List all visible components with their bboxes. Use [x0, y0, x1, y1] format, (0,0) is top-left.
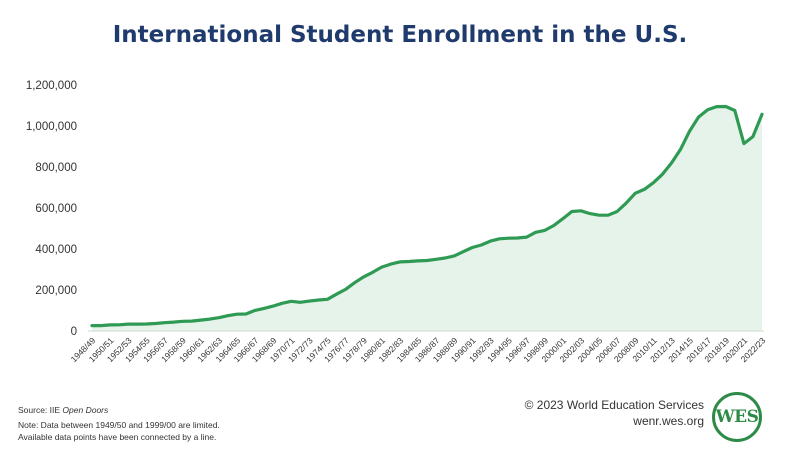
- copyright-text: © 2023 World Education Services: [524, 398, 704, 412]
- y-tick-label: 200,000: [35, 285, 77, 297]
- note-line-2: Available data points have been connecte…: [18, 432, 217, 442]
- area-chart: 0 200,000 400,000 600,000 800,000 1,000,000 1,…: [26, 80, 768, 364]
- credit-block: © 2023 World Education Services wenr.wes…: [525, 397, 704, 429]
- y-tick-label: 0: [71, 326, 77, 338]
- source-publication: Open Doors: [62, 405, 109, 415]
- website-text: wenr.wes.org: [633, 414, 704, 428]
- y-tick-label: 1,000,000: [26, 121, 77, 133]
- x-axis-ticks: 1948/491950/511952/531954/551956/571958/…: [69, 335, 768, 364]
- y-tick-label: 1,200,000: [26, 80, 77, 92]
- wes-logo-ring: [712, 392, 762, 442]
- source-prefix: Source: IIE: [18, 405, 63, 415]
- y-tick-label: 600,000: [35, 203, 77, 215]
- area-fill: [92, 106, 762, 331]
- chart-title: International Student Enrollment in the …: [112, 22, 688, 48]
- wes-logo-text: WES: [715, 407, 759, 427]
- enrollment-series-line: [90, 104, 764, 328]
- source-text: Source: IIE Open Doors: [18, 404, 220, 416]
- y-tick-label: 800,000: [35, 162, 77, 174]
- source-note: Source: IIE Open Doors Note: Data betwee…: [18, 404, 220, 443]
- y-tick-label: 400,000: [35, 244, 77, 256]
- wes-logo: WES: [712, 392, 762, 442]
- y-axis-ticks: 0 200,000 400,000 600,000 800,000 1,000,000 1,…: [26, 80, 77, 338]
- note-line-1: Note: Data between 1949/50 and 1999/00 a…: [18, 420, 220, 430]
